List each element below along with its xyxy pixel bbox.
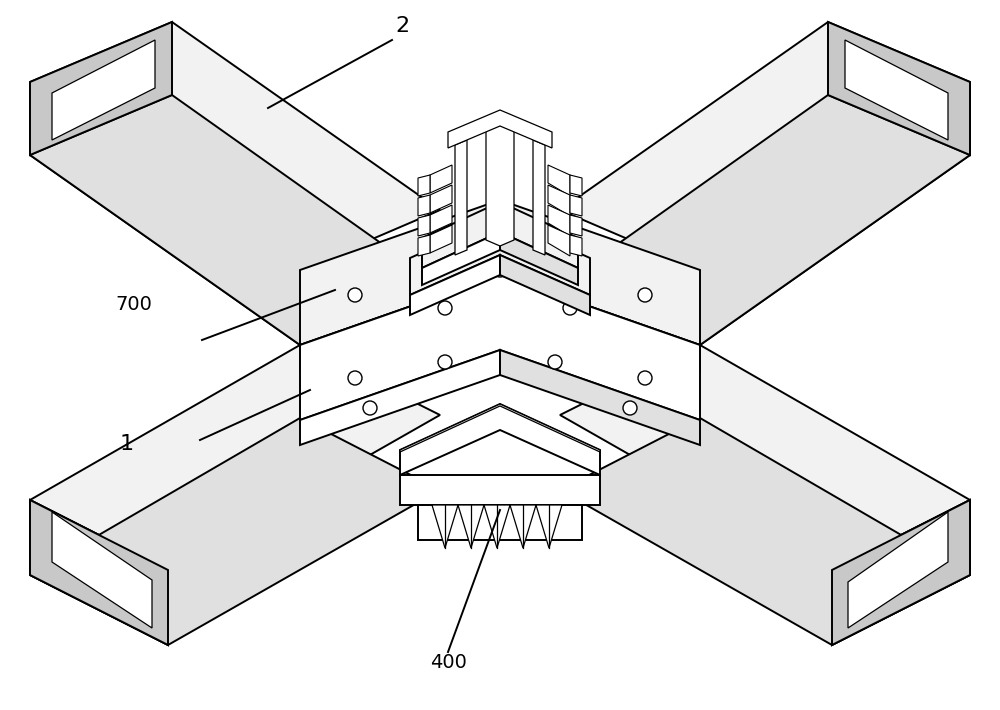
Polygon shape [410, 218, 590, 295]
Polygon shape [418, 215, 430, 236]
Circle shape [638, 371, 652, 385]
Polygon shape [500, 232, 578, 285]
Circle shape [493, 223, 507, 237]
Polygon shape [30, 500, 168, 645]
Polygon shape [430, 225, 452, 253]
Polygon shape [832, 500, 970, 645]
Polygon shape [418, 175, 430, 196]
Circle shape [423, 250, 437, 264]
Polygon shape [458, 505, 484, 548]
Circle shape [438, 301, 452, 315]
Polygon shape [500, 275, 700, 370]
Polygon shape [422, 202, 578, 268]
Polygon shape [548, 165, 570, 196]
Polygon shape [560, 345, 970, 570]
Polygon shape [430, 205, 452, 233]
Polygon shape [418, 235, 430, 256]
Polygon shape [52, 40, 155, 140]
Polygon shape [828, 22, 970, 155]
Polygon shape [533, 140, 545, 255]
Polygon shape [848, 512, 948, 628]
Polygon shape [300, 200, 700, 345]
Polygon shape [486, 124, 514, 246]
Polygon shape [400, 404, 600, 475]
Polygon shape [400, 404, 600, 452]
Polygon shape [30, 418, 440, 645]
Polygon shape [300, 350, 500, 445]
Polygon shape [570, 195, 582, 216]
Polygon shape [448, 110, 552, 148]
Polygon shape [410, 255, 500, 315]
Polygon shape [300, 275, 700, 420]
Polygon shape [548, 185, 570, 216]
Polygon shape [560, 95, 970, 345]
Polygon shape [52, 512, 152, 628]
Polygon shape [560, 22, 970, 270]
Polygon shape [570, 235, 582, 256]
Polygon shape [418, 195, 430, 216]
Polygon shape [30, 22, 172, 155]
Polygon shape [30, 345, 440, 570]
Polygon shape [845, 40, 948, 140]
Polygon shape [548, 205, 570, 236]
Text: 1: 1 [120, 434, 134, 454]
Polygon shape [500, 350, 700, 445]
Circle shape [348, 371, 362, 385]
Polygon shape [30, 500, 168, 645]
Polygon shape [30, 22, 440, 270]
Polygon shape [536, 505, 562, 548]
Circle shape [548, 250, 562, 264]
Circle shape [493, 263, 507, 277]
Polygon shape [560, 418, 970, 645]
Polygon shape [700, 82, 970, 345]
Polygon shape [30, 82, 300, 345]
Circle shape [348, 288, 362, 302]
Text: 2: 2 [395, 16, 409, 36]
Polygon shape [430, 165, 452, 193]
Polygon shape [570, 215, 582, 236]
Circle shape [623, 401, 637, 415]
Polygon shape [30, 95, 440, 345]
Circle shape [548, 355, 562, 369]
Polygon shape [455, 140, 467, 255]
Circle shape [438, 355, 452, 369]
Polygon shape [400, 475, 600, 505]
Polygon shape [422, 232, 500, 285]
Circle shape [363, 401, 377, 415]
Circle shape [563, 301, 577, 315]
Polygon shape [484, 505, 510, 548]
Polygon shape [510, 505, 536, 548]
Polygon shape [500, 255, 590, 315]
Circle shape [638, 288, 652, 302]
Polygon shape [430, 185, 452, 213]
Polygon shape [832, 500, 970, 645]
Text: 700: 700 [115, 295, 152, 314]
Polygon shape [548, 225, 570, 256]
Polygon shape [570, 175, 582, 196]
Polygon shape [432, 505, 458, 548]
Text: 400: 400 [430, 653, 467, 672]
Polygon shape [300, 275, 500, 370]
Polygon shape [418, 505, 582, 540]
